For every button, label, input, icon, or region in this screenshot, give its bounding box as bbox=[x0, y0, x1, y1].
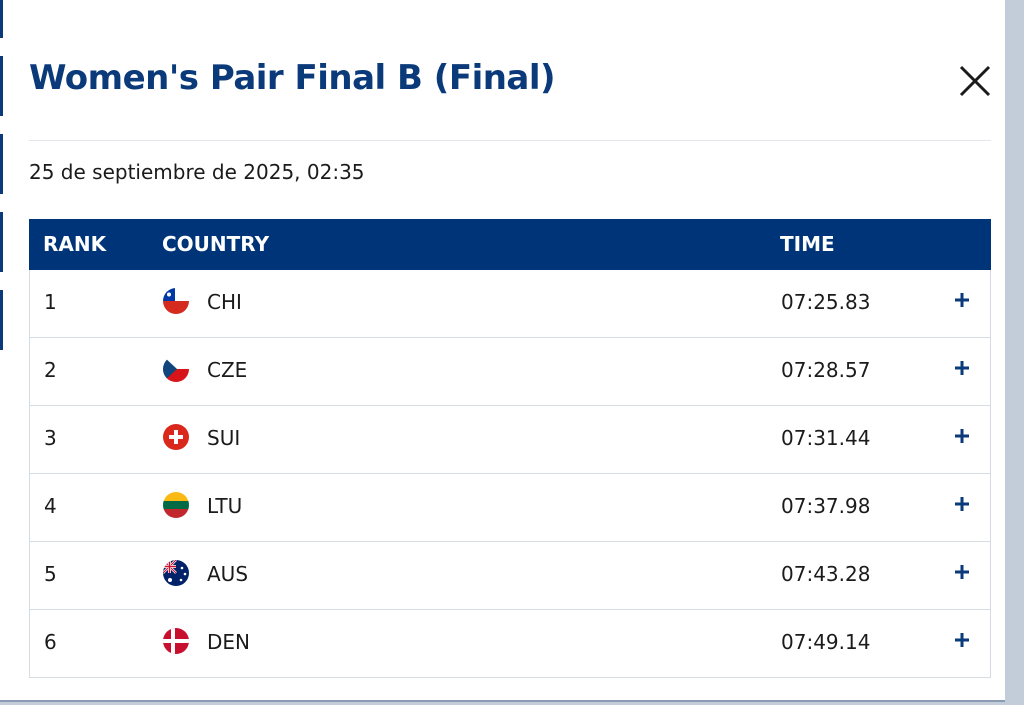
table-row: 4 LTU 07:37.98 bbox=[29, 474, 991, 542]
country: CHI bbox=[207, 290, 242, 314]
time: 07:37.98 bbox=[781, 494, 871, 518]
time: 07:49.14 bbox=[781, 630, 871, 654]
country: AUS bbox=[207, 562, 249, 586]
edge bbox=[0, 212, 3, 272]
date: 25 de septiembre de 2025, 02:35 bbox=[29, 160, 365, 184]
rank: 5 bbox=[44, 562, 57, 586]
table-header: RANK COUNTRY TIME bbox=[29, 219, 991, 270]
table-row: 6 DEN 07:49.14 bbox=[29, 610, 991, 678]
modal-title: Women's Pair Final B (Final) bbox=[29, 58, 556, 98]
country: LTU bbox=[207, 494, 243, 518]
expand-button[interactable] bbox=[954, 428, 970, 444]
country: DEN bbox=[207, 630, 250, 654]
close-button[interactable] bbox=[958, 64, 992, 98]
table-row: 2 CZE 07:28.57 bbox=[29, 338, 991, 406]
expand-button[interactable] bbox=[954, 632, 970, 648]
table-row: 3 SUI 07:31.44 bbox=[29, 406, 991, 474]
header-cell: COUNTRY bbox=[162, 232, 270, 256]
flag-icon bbox=[163, 288, 189, 314]
flag-icon bbox=[163, 424, 189, 450]
flag-icon bbox=[163, 560, 189, 586]
flag-icon bbox=[163, 628, 189, 654]
edge bbox=[0, 290, 3, 350]
expand-button[interactable] bbox=[954, 496, 970, 512]
time: 07:28.57 bbox=[781, 358, 871, 382]
country: CZE bbox=[207, 358, 248, 382]
rank: 6 bbox=[44, 630, 57, 654]
flag-icon bbox=[163, 356, 189, 382]
header-cell: RANK bbox=[43, 232, 107, 256]
rank: 4 bbox=[44, 494, 57, 518]
edge bbox=[0, 134, 3, 194]
expand-button[interactable] bbox=[954, 292, 970, 308]
time: 07:43.28 bbox=[781, 562, 871, 586]
separator bbox=[29, 140, 991, 141]
edge bbox=[0, 0, 3, 38]
flag-icon bbox=[163, 492, 189, 518]
table-row: 1 CHI 07:25.83 bbox=[29, 270, 991, 338]
country: SUI bbox=[207, 426, 241, 450]
time: 07:25.83 bbox=[781, 290, 871, 314]
edge bbox=[0, 56, 3, 116]
rank: 3 bbox=[44, 426, 57, 450]
rank: 1 bbox=[44, 290, 57, 314]
header-cell: TIME bbox=[780, 232, 835, 256]
time: 07:31.44 bbox=[781, 426, 871, 450]
table-row: 5 AUS 07:43.28 bbox=[29, 542, 991, 610]
expand-button[interactable] bbox=[954, 564, 970, 580]
rank: 2 bbox=[44, 358, 57, 382]
expand-button[interactable] bbox=[954, 360, 970, 376]
modal: Women's Pair Final B (Final) 25 de septi… bbox=[0, 0, 1005, 702]
